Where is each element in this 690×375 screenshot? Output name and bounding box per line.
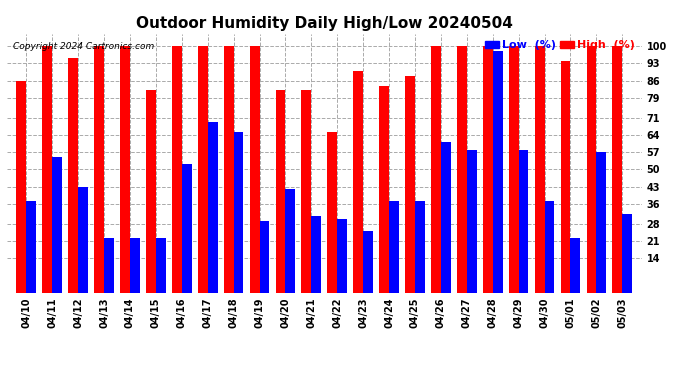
Bar — [560, 61, 571, 292]
Bar — [363, 231, 373, 292]
Bar — [441, 142, 451, 292]
Bar — [622, 214, 632, 292]
Bar — [431, 46, 441, 292]
Bar — [596, 152, 607, 292]
Bar — [311, 216, 321, 292]
Bar — [130, 238, 140, 292]
Bar — [78, 186, 88, 292]
Bar — [337, 219, 347, 292]
Bar — [286, 189, 295, 292]
Bar — [26, 201, 36, 292]
Bar — [224, 46, 234, 292]
Bar — [172, 46, 181, 292]
Bar — [68, 58, 78, 292]
Bar — [509, 46, 519, 292]
Bar — [380, 86, 389, 292]
Bar — [493, 51, 502, 292]
Bar — [535, 46, 544, 292]
Legend: Low  (%), High  (%): Low (%), High (%) — [484, 39, 636, 51]
Bar — [328, 132, 337, 292]
Bar — [250, 46, 259, 292]
Bar — [483, 46, 493, 292]
Bar — [146, 90, 156, 292]
Bar — [104, 238, 114, 292]
Bar — [571, 238, 580, 292]
Bar — [181, 164, 192, 292]
Bar — [389, 201, 399, 292]
Bar — [544, 201, 554, 292]
Bar — [259, 221, 269, 292]
Bar — [95, 46, 104, 292]
Bar — [275, 90, 286, 292]
Bar — [457, 46, 467, 292]
Bar — [405, 76, 415, 292]
Bar — [156, 238, 166, 292]
Bar — [415, 201, 425, 292]
Bar — [198, 46, 208, 292]
Bar — [519, 150, 529, 292]
Bar — [52, 157, 62, 292]
Bar — [17, 81, 26, 292]
Bar — [586, 46, 596, 292]
Bar — [353, 71, 363, 292]
Title: Outdoor Humidity Daily High/Low 20240504: Outdoor Humidity Daily High/Low 20240504 — [136, 16, 513, 31]
Bar — [234, 132, 244, 292]
Bar — [42, 46, 52, 292]
Bar — [208, 123, 217, 292]
Text: Copyright 2024 Cartronics.com: Copyright 2024 Cartronics.com — [13, 42, 155, 51]
Bar — [120, 46, 130, 292]
Bar — [467, 150, 477, 292]
Bar — [613, 46, 622, 292]
Bar — [302, 90, 311, 292]
